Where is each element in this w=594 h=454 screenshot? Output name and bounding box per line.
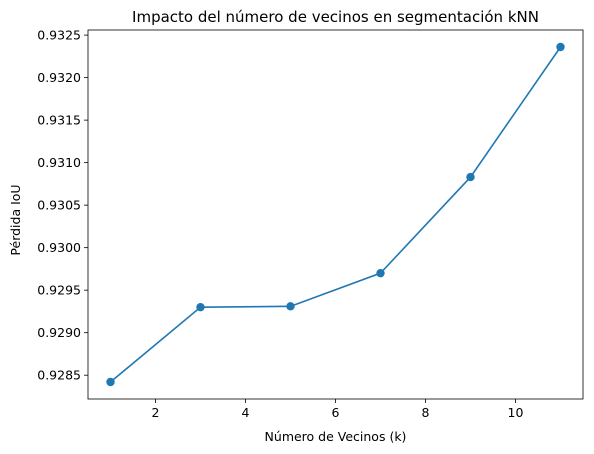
y-tick-label: 0.9300 xyxy=(37,240,81,255)
chart-title: Impacto del número de vecinos en segment… xyxy=(132,8,539,26)
y-axis-label: Pérdida IoU xyxy=(8,184,23,255)
y-axis: 0.9285 0.9290 0.9295 0.9300 0.9305 0.9310 0.93… xyxy=(37,28,88,383)
x-axis: 2 4 6 8 10 xyxy=(152,399,524,420)
plot-area: 2 4 6 8 10 0.92850.92900.92950.93000.93050.9… xyxy=(37,28,584,420)
data-point xyxy=(376,268,385,278)
y-tick-label: 0.9290 xyxy=(37,325,81,340)
series-group xyxy=(106,42,565,387)
y-tick-label: 0.9285 xyxy=(37,368,81,383)
data-point xyxy=(286,302,295,311)
x-tick-label: 8 xyxy=(422,405,430,420)
data-point xyxy=(196,302,205,312)
y-tick-label: 0.9305 xyxy=(37,198,81,213)
x-tick-label: 2 xyxy=(152,405,160,420)
x-tick-label: 6 xyxy=(332,405,340,420)
x-tick-label: 10 xyxy=(508,405,524,420)
plot-frame xyxy=(87,29,584,400)
series-line xyxy=(109,46,562,383)
data-point xyxy=(466,172,475,182)
y-tick-label: 0.9315 xyxy=(37,113,81,128)
y-tick-label: 0.9325 xyxy=(37,28,81,43)
x-tick-label: 4 xyxy=(242,405,250,420)
y-tick-label: 0.9320 xyxy=(37,70,81,85)
x-axis-label: Número de Vecinos (k) xyxy=(265,429,407,444)
y-tick-label: 0.9295 xyxy=(37,283,81,298)
y-tick-label: 0.9310 xyxy=(37,155,81,170)
data-point xyxy=(106,377,115,387)
data-point xyxy=(556,42,565,52)
